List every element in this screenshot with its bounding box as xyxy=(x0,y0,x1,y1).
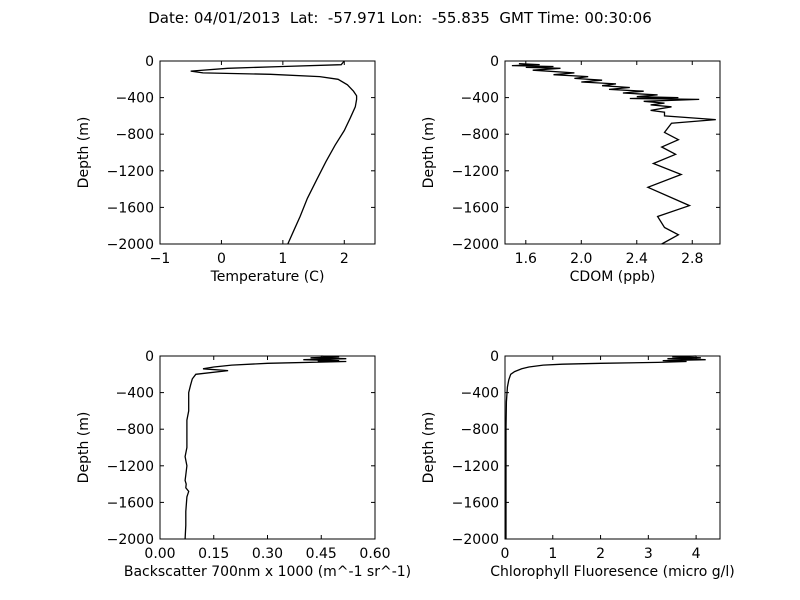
x-tick-label: 2.8 xyxy=(681,251,703,267)
x-tick-label: 1.6 xyxy=(515,251,537,267)
x-tick-label: 0 xyxy=(501,546,510,562)
x-tick-label: 2.0 xyxy=(570,251,592,267)
y-tick-label: 0 xyxy=(490,54,499,70)
y-tick-label: −1600 xyxy=(107,200,154,216)
x-axis-label: Temperature (C) xyxy=(210,269,325,285)
y-tick-label: 0 xyxy=(145,54,154,70)
y-tick-label: −2000 xyxy=(107,532,154,548)
x-tick-label: 0.15 xyxy=(198,546,229,562)
y-axis-label: Depth (m) xyxy=(421,412,437,484)
x-axis-label: Backscatter 700nm x 1000 (m^-1 sr^-1) xyxy=(124,564,411,580)
x-tick-label: 0.60 xyxy=(359,546,390,562)
subplot-2: 1.6 2.0 2.4 2.8 0 −400 −800 −1200 −1600 −2000 CDOM… xyxy=(421,54,721,285)
y-tick-label: −1200 xyxy=(452,459,499,475)
y-tick-label: 0 xyxy=(145,349,154,365)
y-tick-label: −1600 xyxy=(452,200,499,216)
y-tick-label: −2000 xyxy=(107,237,154,253)
y-tick-label: −400 xyxy=(461,91,499,107)
subplot-4: 0 1 2 3 4 0 −400 −800 −1200 −1600 −2000 Chlorophyll… xyxy=(421,349,735,580)
y-tick-label: −800 xyxy=(116,422,154,438)
x-axis-label: Chlorophyll Fluoresence (micro g/l) xyxy=(490,564,734,580)
y-axis-label: Depth (m) xyxy=(76,117,92,189)
x-tick-label: 0 xyxy=(217,251,226,267)
plot-frame-4 xyxy=(504,355,721,540)
series-line-3-1 xyxy=(184,355,347,540)
y-tick-label: −400 xyxy=(461,386,499,402)
x-axis-label: CDOM (ppb) xyxy=(570,269,656,285)
y-tick-label: −2000 xyxy=(452,237,499,253)
y-axis-label: Depth (m) xyxy=(421,117,437,189)
x-tick-label: 0.45 xyxy=(306,546,337,562)
y-tick-label: 0 xyxy=(490,349,499,365)
y-axis-label: Depth (m) xyxy=(76,412,92,484)
x-tick-label: 4 xyxy=(692,546,701,562)
y-tick-label: −1200 xyxy=(107,459,154,475)
x-tick-label: 1 xyxy=(548,546,557,562)
y-tick-label: −1200 xyxy=(107,164,154,180)
series-line-2-1 xyxy=(511,63,716,245)
y-tick-label: −800 xyxy=(461,422,499,438)
figure-title: Date: 04/01/2013 Lat: -57.971 Lon: -55.8… xyxy=(148,9,652,27)
subplot-1: −1 0 1 2 0 −400 −800 −1200 −1600 −2000 Temperature… xyxy=(76,54,376,285)
y-tick-label: −1600 xyxy=(452,495,499,511)
y-tick-label: −800 xyxy=(116,127,154,143)
x-tick-label: 1 xyxy=(278,251,287,267)
x-tick-label: 3 xyxy=(644,546,653,562)
x-tick-label: 2.4 xyxy=(626,251,648,267)
x-tick-label: 0.00 xyxy=(144,546,175,562)
y-tick-label: −400 xyxy=(116,91,154,107)
y-tick-label: −1600 xyxy=(107,495,154,511)
plot-frame-3 xyxy=(159,355,376,540)
series-line-1-1 xyxy=(190,60,358,245)
y-tick-label: −400 xyxy=(116,386,154,402)
x-tick-label: −1 xyxy=(150,251,171,267)
x-tick-label: 0.30 xyxy=(252,546,283,562)
x-tick-label: 2 xyxy=(340,251,349,267)
y-tick-label: −800 xyxy=(461,127,499,143)
plot-frame-2 xyxy=(504,60,721,245)
y-tick-label: −1200 xyxy=(452,164,499,180)
subplot-3: 0.00 0.15 0.30 0.45 0.60 0 −400 −800 −1200 −1600 −… xyxy=(76,349,411,580)
y-tick-label: −2000 xyxy=(452,532,499,548)
plot-frame-1 xyxy=(159,60,376,245)
x-tick-label: 2 xyxy=(596,546,605,562)
series-line-4-1 xyxy=(505,355,706,539)
